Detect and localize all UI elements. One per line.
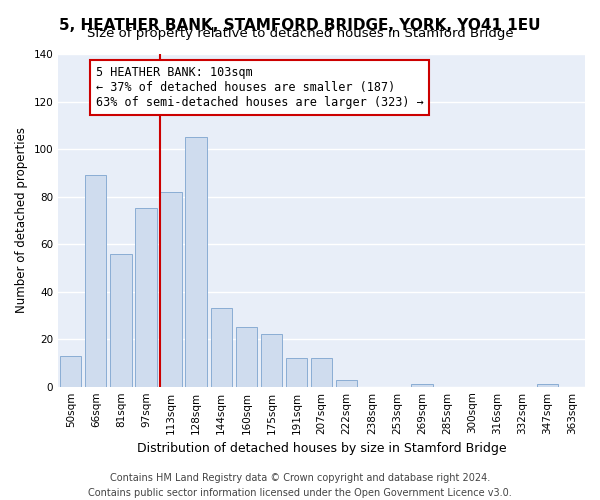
Bar — [185, 137, 207, 386]
Bar — [136, 208, 157, 386]
Bar — [311, 358, 332, 386]
Bar — [336, 380, 358, 386]
Text: 5, HEATHER BANK, STAMFORD BRIDGE, YORK, YO41 1EU: 5, HEATHER BANK, STAMFORD BRIDGE, YORK, … — [59, 18, 541, 32]
Bar — [236, 328, 257, 386]
Bar — [286, 358, 307, 386]
Bar — [261, 334, 282, 386]
Bar — [85, 175, 106, 386]
Bar — [211, 308, 232, 386]
Y-axis label: Number of detached properties: Number of detached properties — [15, 128, 28, 314]
Text: 5 HEATHER BANK: 103sqm
← 37% of detached houses are smaller (187)
63% of semi-de: 5 HEATHER BANK: 103sqm ← 37% of detached… — [96, 66, 424, 109]
Bar — [160, 192, 182, 386]
X-axis label: Distribution of detached houses by size in Stamford Bridge: Distribution of detached houses by size … — [137, 442, 506, 455]
Text: Size of property relative to detached houses in Stamford Bridge: Size of property relative to detached ho… — [86, 28, 514, 40]
Bar — [60, 356, 82, 386]
Bar — [110, 254, 131, 386]
Text: Contains HM Land Registry data © Crown copyright and database right 2024.
Contai: Contains HM Land Registry data © Crown c… — [88, 472, 512, 498]
Bar — [411, 384, 433, 386]
Bar — [537, 384, 558, 386]
